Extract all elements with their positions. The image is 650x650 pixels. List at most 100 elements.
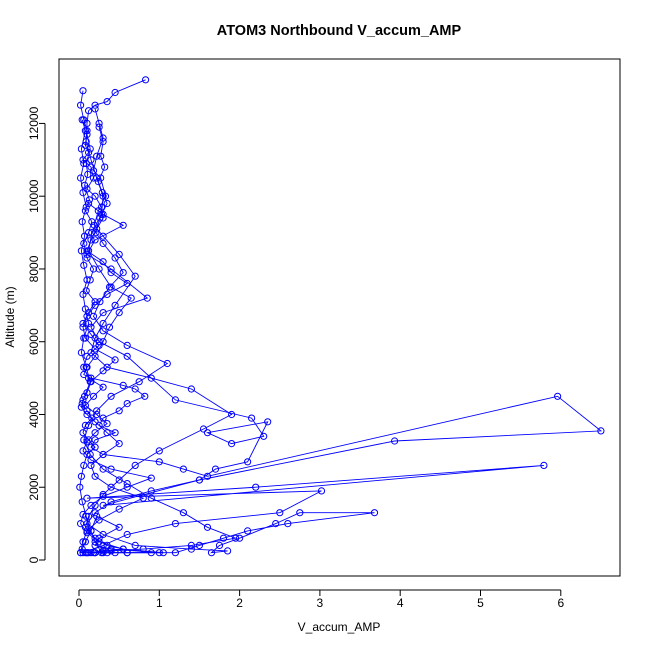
data-point xyxy=(115,440,123,448)
data-point xyxy=(219,534,228,542)
data-point xyxy=(85,229,93,237)
data-point xyxy=(83,450,91,459)
data-point xyxy=(95,421,103,429)
data-point xyxy=(119,381,127,389)
data-point xyxy=(79,87,87,95)
series-line xyxy=(84,108,233,554)
data-point xyxy=(141,392,149,400)
data-point xyxy=(115,309,123,317)
data-point xyxy=(99,309,107,317)
data-point xyxy=(127,294,135,302)
data-point xyxy=(85,107,93,115)
data-point xyxy=(80,261,88,269)
data-point xyxy=(99,319,107,328)
data-point xyxy=(95,538,103,546)
data-point xyxy=(228,440,236,448)
data-point xyxy=(89,174,98,182)
data-point xyxy=(85,319,93,328)
y-tick-label: 12000 xyxy=(27,106,41,140)
data-point xyxy=(93,152,101,160)
data-point xyxy=(94,178,102,186)
y-tick-label: 2000 xyxy=(27,474,41,501)
data-point xyxy=(86,378,94,386)
series-line xyxy=(80,90,145,554)
data-point xyxy=(119,269,127,277)
y-tick-label: 6000 xyxy=(27,328,41,355)
data-point xyxy=(91,352,99,360)
chart-title: ATOM3 Northbound V_accum_AMP xyxy=(217,23,462,39)
data-point xyxy=(123,530,131,539)
data-point xyxy=(87,461,95,469)
data-point xyxy=(89,392,98,400)
data-point xyxy=(99,258,107,266)
data-point xyxy=(95,123,103,131)
data-point xyxy=(78,218,86,226)
data-point xyxy=(91,429,99,437)
x-tick-label: 2 xyxy=(236,596,243,610)
data-point xyxy=(597,427,605,435)
data-point xyxy=(103,420,111,428)
data-point xyxy=(111,356,119,364)
data-point xyxy=(97,152,105,160)
data-point xyxy=(123,341,131,349)
data-point xyxy=(264,418,272,426)
data-point xyxy=(139,494,147,502)
data-point xyxy=(105,283,114,291)
data-point xyxy=(296,509,304,517)
data-point xyxy=(76,483,84,491)
data-point xyxy=(95,516,103,524)
data-point xyxy=(82,203,90,211)
data-point xyxy=(77,247,86,255)
x-tick-label: 1 xyxy=(156,596,163,610)
y-tick-label: 10000 xyxy=(27,179,41,213)
data-point xyxy=(272,520,280,528)
data-point xyxy=(244,527,252,535)
data-point xyxy=(85,196,94,204)
data-point xyxy=(284,520,292,528)
data-point xyxy=(77,549,85,557)
data-point xyxy=(115,523,123,531)
data-point xyxy=(147,494,155,502)
series-4 xyxy=(81,105,236,557)
y-tick-label: 0 xyxy=(27,556,41,563)
data-point xyxy=(115,505,123,513)
data-point xyxy=(171,520,179,528)
data-point xyxy=(79,429,87,437)
data-point xyxy=(99,450,107,459)
data-point xyxy=(101,163,109,171)
series-line xyxy=(83,126,238,554)
data-point xyxy=(81,232,89,240)
data-point xyxy=(99,541,107,550)
data-point xyxy=(85,436,93,444)
data-point xyxy=(179,509,187,517)
data-point xyxy=(99,530,107,539)
data-point xyxy=(77,174,85,182)
data-point xyxy=(87,156,95,164)
data-point xyxy=(99,547,107,555)
data-point xyxy=(171,549,179,557)
data-point xyxy=(207,549,216,557)
data-point xyxy=(99,414,107,422)
data-point xyxy=(91,443,99,451)
series-line xyxy=(79,119,96,553)
data-point xyxy=(79,290,87,298)
data-point xyxy=(111,88,119,97)
data-point xyxy=(115,407,123,415)
data-point xyxy=(142,76,150,84)
data-point xyxy=(87,456,95,464)
data-point xyxy=(91,105,99,113)
data-point xyxy=(91,509,99,517)
data-point xyxy=(111,254,119,262)
data-point xyxy=(391,437,399,445)
data-point xyxy=(131,541,139,550)
data-point xyxy=(82,512,90,520)
data-point xyxy=(111,429,119,437)
data-point xyxy=(131,385,139,393)
data-point xyxy=(97,174,105,182)
data-point xyxy=(77,349,86,357)
data-point xyxy=(111,549,119,557)
data-point xyxy=(98,189,106,197)
series-line xyxy=(86,203,375,554)
data-point xyxy=(83,407,91,415)
